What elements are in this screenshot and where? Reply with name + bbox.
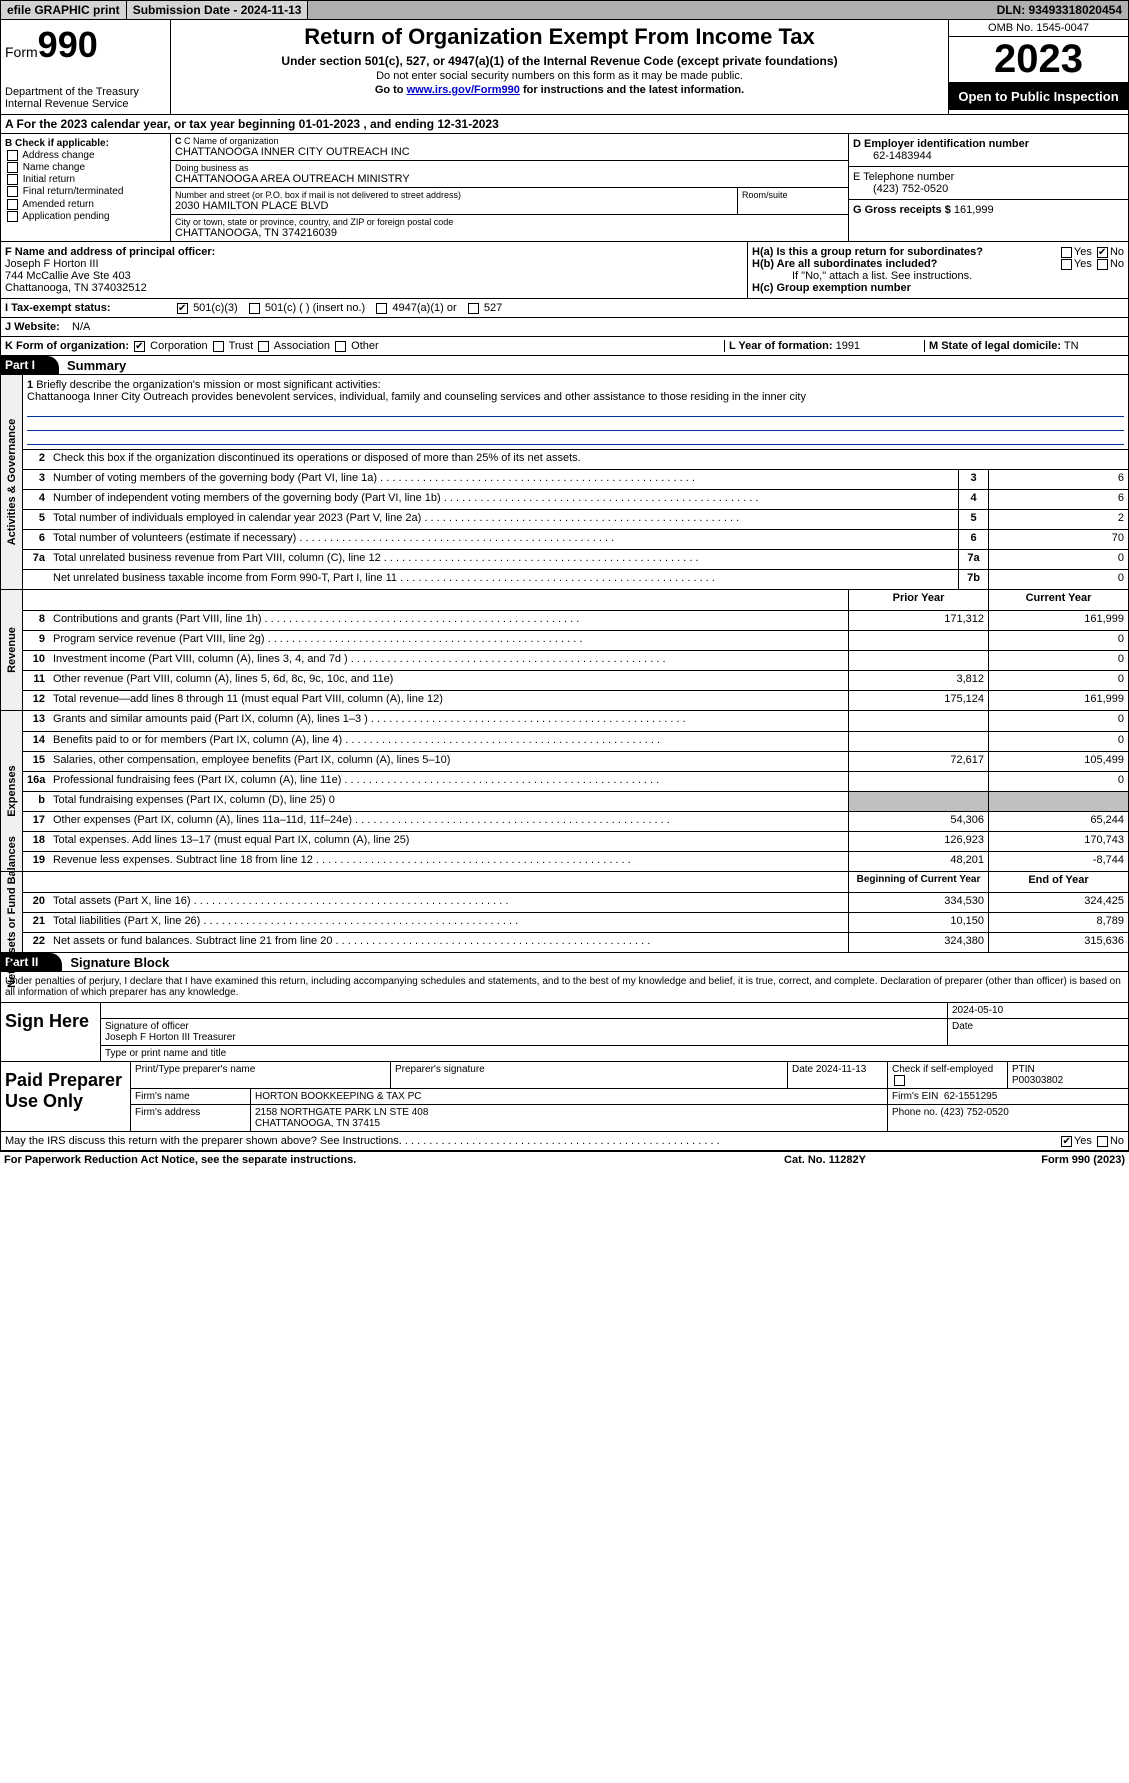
top-bar: efile GRAPHIC print Submission Date - 20…: [0, 0, 1129, 20]
perjury-statement: Under penalties of perjury, I declare th…: [1, 972, 1128, 1002]
tax-year: 2023: [949, 37, 1128, 83]
org-name-cell: C C Name of organization CHATTANOOGA INN…: [171, 134, 848, 161]
efile-print-button[interactable]: efile GRAPHIC print: [1, 1, 127, 19]
room-cell: Room/suite: [738, 188, 848, 215]
sign-here-label: Sign Here: [1, 1003, 101, 1061]
paid-preparer-label: Paid Preparer Use Only: [1, 1062, 131, 1131]
part1-header: Part I Summary: [1, 355, 1128, 374]
box-b: B Check if applicable: Address change Na…: [1, 134, 171, 241]
form-footer: For Paperwork Reduction Act Notice, see …: [0, 1151, 1129, 1168]
org-form-row: K Form of organization: Corporation Trus…: [1, 336, 1128, 355]
address-block: B Check if applicable: Address change Na…: [1, 134, 1128, 242]
public-inspection: Open to Public Inspection: [949, 83, 1128, 110]
tax-exempt-row: I Tax-exempt status: 501(c)(3) 501(c) ( …: [1, 298, 1128, 317]
form-header: Form990 Department of the Treasury Inter…: [1, 20, 1128, 114]
phone-cell: E Telephone number (423) 752-0520: [849, 167, 1128, 200]
dba-cell: Doing business as CHATTANOOGA AREA OUTRE…: [171, 161, 848, 188]
discuss-row: May the IRS discuss this return with the…: [1, 1131, 1128, 1150]
net-assets-section: Net Assets or Fund Balances Beginning of…: [1, 871, 1128, 952]
department-label: Department of the Treasury Internal Reve…: [5, 86, 166, 110]
501c3-checkbox[interactable]: [177, 303, 188, 314]
ein-cell: D Employer identification number 62-1483…: [849, 134, 1128, 167]
form-number: Form990: [5, 24, 166, 66]
part2-header: Part II Signature Block: [1, 952, 1128, 971]
gross-receipts-cell: G Gross receipts $ 161,999: [849, 200, 1128, 220]
form-container: Form990 Department of the Treasury Inter…: [0, 20, 1129, 1151]
submission-date: Submission Date - 2024-11-13: [127, 1, 309, 19]
mission-text: Chattanooga Inner City Outreach provides…: [27, 391, 806, 403]
signature-section: Under penalties of perjury, I declare th…: [1, 971, 1128, 1150]
dln: DLN: 93493318020454: [991, 1, 1128, 19]
website-row: J Website: N/A: [1, 317, 1128, 336]
irs-link[interactable]: www.irs.gov/Form990: [407, 84, 520, 96]
street-cell: Number and street (or P.O. box if mail i…: [171, 188, 738, 215]
form-subtitle: Under section 501(c), 527, or 4947(a)(1)…: [175, 54, 944, 68]
form-title: Return of Organization Exempt From Incom…: [175, 24, 944, 50]
governance-section: Activities & Governance 1 Briefly descri…: [1, 374, 1128, 589]
instructions-link-row: Go to www.irs.gov/Form990 for instructio…: [175, 84, 944, 96]
ssn-note: Do not enter social security numbers on …: [175, 70, 944, 82]
city-cell: City or town, state or province, country…: [171, 215, 848, 241]
officer-row: F Name and address of principal officer:…: [1, 242, 1128, 298]
revenue-section: Revenue Prior YearCurrent Year 8Contribu…: [1, 589, 1128, 710]
tax-period: A For the 2023 calendar year, or tax yea…: [1, 114, 1128, 134]
expenses-section: Expenses 13Grants and similar amounts pa…: [1, 710, 1128, 871]
omb-number: OMB No. 1545-0047: [949, 20, 1128, 37]
box-h: H(a) Is this a group return for subordin…: [748, 242, 1128, 298]
